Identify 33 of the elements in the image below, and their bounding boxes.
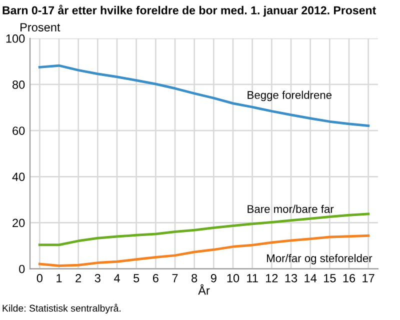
series-label: Mor/far og steforelder [267,254,372,264]
chart-title: Barn 0-17 år etter hvilke foreldre de bor med. 1. januar 2012. Prosent [2,4,376,17]
y-tick-label: 60 [12,126,25,135]
x-tick-label: 2 [76,274,82,282]
x-tick-label: 16 [343,274,356,282]
y-tick-label: 20 [12,218,25,228]
x-tick-label: 1 [56,274,62,282]
x-tick-label: 4 [114,274,120,282]
line-series [38,212,370,246]
x-tick-label: 14 [304,274,317,282]
series-label: Bare mor/bare far [248,204,334,213]
x-tick-label: 13 [285,274,298,282]
x-tick-label: 3 [94,274,100,282]
y-tick-label: 80 [12,80,25,89]
y-tick-label: 40 [12,172,25,182]
x-tick-label: 15 [324,274,336,282]
x-tick-label: 0 [36,274,42,282]
x-tick-label: 10 [227,274,240,282]
x-tick-label: 11 [247,274,258,282]
series-label: Begge foreldrene [248,90,332,102]
line-series [38,64,370,127]
y-axis-title: Prosent [20,23,60,32]
x-tick-label: 8 [192,274,198,282]
x-tick-label: 17 [362,274,374,282]
x-tick-label: 5 [134,274,140,282]
y-tick-label: 0 [19,264,25,274]
x-tick-label: 9 [210,274,216,282]
y-tick-label: 100 [6,34,25,43]
x-tick-label: 6 [152,274,158,282]
x-tick-label: 12 [266,274,278,282]
x-tick-label: 7 [172,274,178,282]
text: Kilde: Statistisk sentralbyrå. [2,304,121,314]
x-axis-title: År [198,284,210,295]
